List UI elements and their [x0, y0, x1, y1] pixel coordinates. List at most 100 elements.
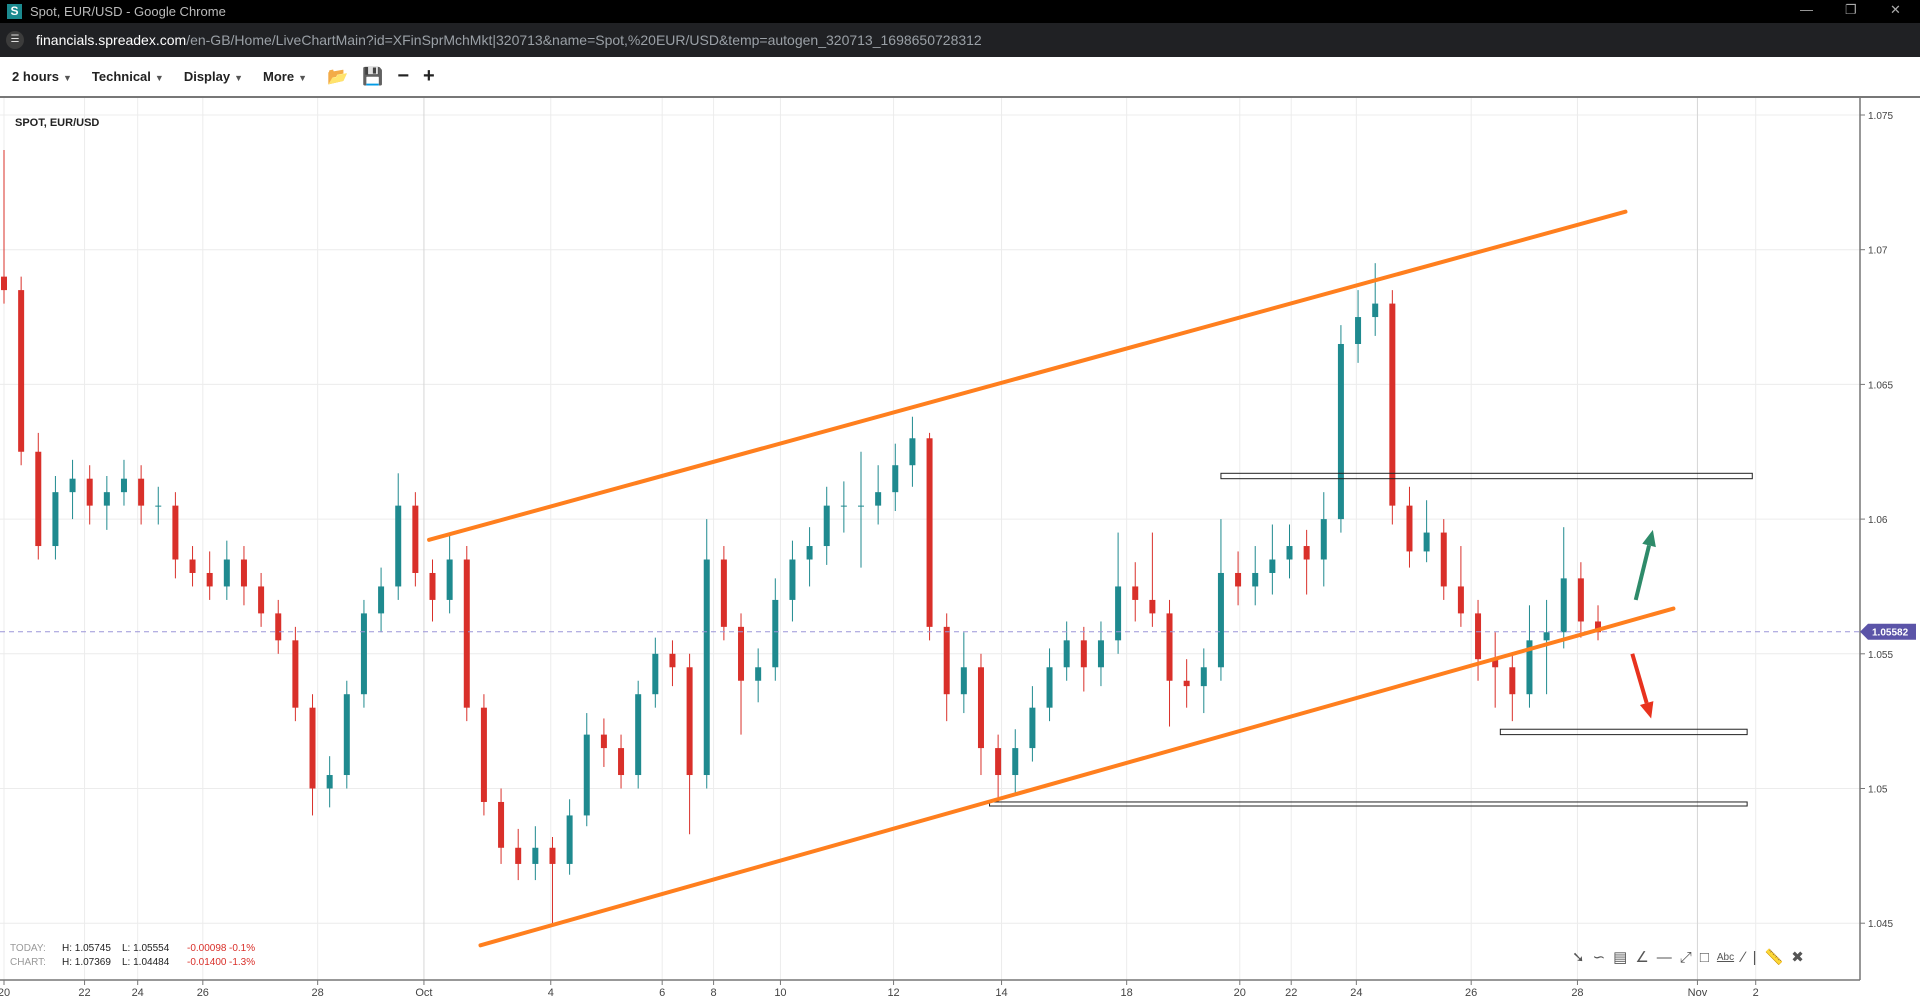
- candle-body: [1012, 748, 1019, 776]
- candle-body: [583, 734, 590, 816]
- candle-body: [412, 505, 419, 573]
- site-info-icon[interactable]: ☰: [6, 31, 24, 49]
- today-change: -0.00098: [187, 943, 227, 954]
- candle-body: [1595, 621, 1602, 633]
- caret-down-icon: ▼: [154, 73, 164, 83]
- candle: [926, 432, 933, 641]
- url-path: /en-GB/Home/LiveChartMain?id=XFinSprMchM…: [186, 32, 982, 48]
- candle: [1200, 648, 1207, 714]
- restore-icon[interactable]: ❐: [1845, 2, 1857, 17]
- arrow-shaft: [1633, 544, 1652, 601]
- window-title: Spot, EUR/USD - Google Chrome: [30, 4, 226, 19]
- today-high: H: 1.05745: [62, 943, 111, 954]
- zoom-in-icon[interactable]: +: [423, 65, 435, 87]
- candle: [1355, 290, 1362, 363]
- text-icon[interactable]: Abc: [1716, 951, 1735, 963]
- interval-dropdown[interactable]: 2 hours ▼: [12, 69, 72, 84]
- fan-icon[interactable]: ∠: [1635, 949, 1649, 966]
- candle-body: [1355, 317, 1362, 344]
- candle: [1560, 527, 1567, 649]
- horizontal-line-icon[interactable]: —: [1656, 948, 1672, 966]
- candle-body: [926, 438, 933, 627]
- candle-body: [909, 438, 916, 466]
- candle: [18, 276, 25, 466]
- fibonacci-icon[interactable]: ▤: [1613, 949, 1628, 966]
- x-tick-label: 18: [1121, 987, 1133, 999]
- candle-body: [309, 707, 316, 789]
- chart-low: L: 1.04484: [122, 957, 170, 968]
- candle: [1097, 621, 1104, 687]
- zoom-out-icon[interactable]: −: [397, 65, 410, 87]
- candle-body: [977, 667, 984, 749]
- candle-body: [446, 559, 453, 600]
- arrow-icon[interactable]: ➘: [1572, 949, 1585, 966]
- x-tick-label: 24: [1350, 987, 1362, 999]
- trend-line-icon[interactable]: ⤢: [1679, 948, 1692, 966]
- line-icon[interactable]: ∕: [1742, 948, 1745, 966]
- candle-body: [618, 748, 625, 776]
- rectangle-icon[interactable]: □: [1699, 948, 1709, 966]
- candle: [720, 546, 727, 641]
- candle: [292, 626, 299, 722]
- vertical-line-icon[interactable]: |: [1752, 948, 1757, 966]
- candle: [206, 551, 213, 600]
- candle: [1337, 325, 1344, 533]
- folder-open-icon[interactable]: 📂: [326, 66, 349, 86]
- caret-down-icon: ▼: [62, 73, 72, 83]
- technical-menu[interactable]: Technical ▼: [92, 69, 164, 84]
- minimize-icon[interactable]: —: [1800, 2, 1813, 17]
- candle-body: [1423, 532, 1430, 552]
- candle: [326, 756, 333, 808]
- caret-down-icon: ▼: [298, 73, 307, 83]
- candle: [378, 567, 385, 633]
- candle: [258, 572, 265, 627]
- candle: [1166, 599, 1173, 727]
- candle: [1029, 686, 1036, 762]
- zone-rectangle: [1220, 472, 1753, 480]
- display-menu[interactable]: Display ▼: [184, 69, 243, 84]
- candle: [1183, 659, 1190, 708]
- ruler-icon[interactable]: 📏: [1764, 949, 1784, 966]
- arrow-head: [1639, 701, 1654, 719]
- candle: [155, 486, 162, 525]
- candle: [1406, 486, 1413, 568]
- x-tick-label: 22: [1285, 987, 1297, 999]
- candle-body: [189, 559, 196, 573]
- address-bar[interactable]: ☰ financials.spreadex.com/en-GB/Home/Liv…: [0, 23, 1920, 57]
- candle-body: [840, 505, 847, 507]
- candle-body: [1372, 303, 1379, 318]
- candle-body: [755, 667, 762, 681]
- candle-body: [480, 707, 487, 802]
- candle-body: [275, 613, 282, 641]
- x-tick-label: 28: [312, 987, 324, 999]
- candle: [583, 713, 590, 827]
- candle: [652, 637, 659, 708]
- candle: [1475, 599, 1482, 681]
- candle-body: [635, 694, 642, 776]
- candle-body: [120, 478, 127, 493]
- candle-body: [1166, 613, 1173, 681]
- candle-body: [549, 847, 556, 864]
- candle-body: [1269, 559, 1276, 573]
- channel-trend-line: [427, 209, 1628, 542]
- candle-body: [206, 572, 213, 587]
- save-icon[interactable]: 💾: [362, 66, 384, 86]
- close-window-icon[interactable]: ✕: [1890, 2, 1901, 17]
- x-tick-label: 20: [1234, 987, 1246, 999]
- y-tick-label: 1.06: [1868, 515, 1888, 526]
- candle-body: [326, 775, 333, 789]
- candle: [498, 788, 505, 864]
- candle-body: [86, 478, 93, 506]
- candle: [600, 718, 607, 767]
- candle: [1286, 524, 1293, 579]
- candle: [1269, 524, 1276, 595]
- more-menu[interactable]: More ▼: [263, 69, 307, 84]
- close-icon[interactable]: ✖: [1791, 949, 1804, 966]
- x-tick-label: 8: [711, 987, 717, 999]
- drawing-toolbar: ➘ ∽ ▤ ∠ — ⤢ □ Abc ∕ | 📏 ✖: [1572, 948, 1804, 967]
- curve-icon[interactable]: ∽: [1592, 949, 1606, 966]
- x-tick-label: Oct: [415, 987, 432, 999]
- x-tick-label: 12: [887, 987, 899, 999]
- candle-body: [258, 586, 265, 614]
